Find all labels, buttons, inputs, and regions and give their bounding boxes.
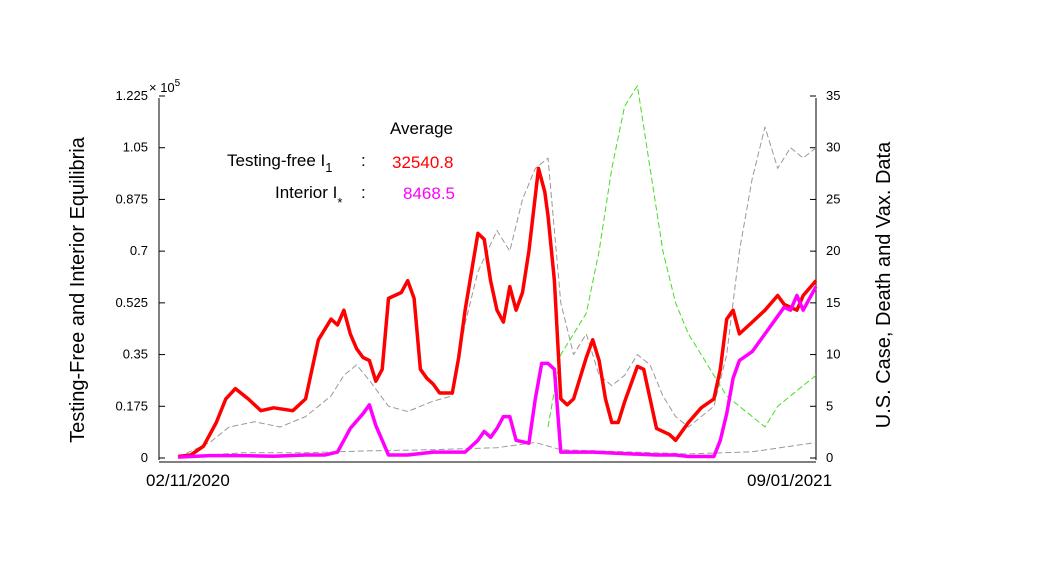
right-tick-label: 15: [826, 295, 840, 310]
right-tick-label: 5: [826, 398, 833, 413]
row1-subscript: 1: [325, 160, 332, 175]
left-tick-label: 0.7: [130, 243, 148, 258]
left-tick-label: 0.35: [123, 347, 148, 362]
series-line-1: [177, 285, 818, 459]
right-tick-label: 30: [826, 140, 840, 155]
left-axis-ticks: 0 0.175 0.35 0.525 0.7 0.875 1.05 1.225: [115, 88, 165, 465]
row1-label-text: Testing-free I: [227, 151, 325, 170]
annotation-heading: Average: [390, 119, 453, 138]
annotation-row2-value: 8468.5: [403, 184, 455, 203]
annotation-row2-label: Interior I*: [275, 183, 342, 210]
right-tick-label: 25: [826, 191, 840, 206]
left-tick-label: 0: [141, 450, 148, 465]
right-axis-label: U.S. Case, Death and Vax. Data: [873, 141, 895, 428]
x-end-date: 09/01/2021: [747, 471, 832, 490]
right-tick-label: 20: [826, 243, 840, 258]
left-tick-label: 0.875: [115, 191, 148, 206]
x-start-date: 02/11/2020: [146, 471, 230, 490]
series-line-0: [177, 166, 818, 459]
right-tick-label: 10: [826, 347, 840, 362]
annotation-row2-colon: :: [361, 183, 366, 202]
annotation-row1-label: Testing-free I1: [227, 151, 333, 175]
annotation-row1-colon: :: [361, 151, 366, 170]
left-tick-label: 1.05: [123, 140, 148, 155]
left-axis-label: Testing-Free and Interior Equilibria: [67, 136, 89, 443]
multiplier-exponent: 5: [175, 78, 181, 89]
annotation-row1-value: 32540.8: [392, 153, 453, 172]
row2-label-text: Interior I: [275, 183, 337, 202]
series-line-3: [177, 442, 817, 459]
right-tick-label: 35: [826, 88, 840, 103]
left-tick-label: 1.225: [115, 88, 148, 103]
row2-subscript: *: [337, 195, 342, 210]
right-tick-label: 0: [826, 450, 833, 465]
left-axis-multiplier: × 105: [149, 78, 181, 95]
right-axis-ticks: 0 5 10 15 20 25 30 35: [810, 88, 840, 465]
series-layer: [177, 85, 818, 459]
left-tick-label: 0.525: [115, 295, 148, 310]
left-tick-label: 0.175: [115, 398, 148, 413]
series-line-2: [177, 126, 817, 458]
series-line-4: [547, 85, 817, 428]
multiplier-base: × 10: [149, 80, 175, 95]
